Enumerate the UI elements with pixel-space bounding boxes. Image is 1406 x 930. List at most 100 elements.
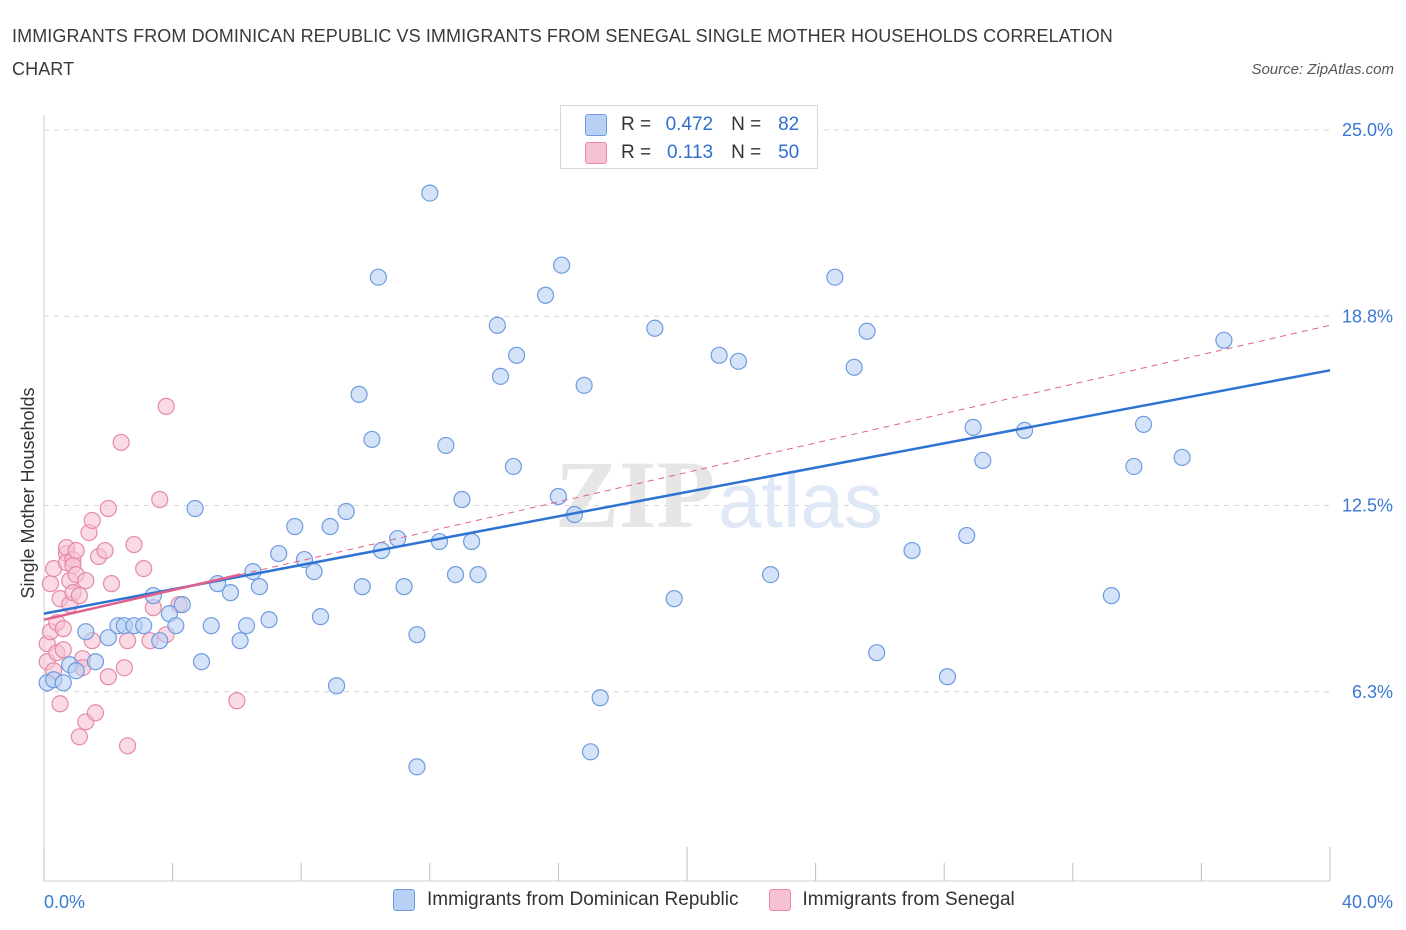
legend-swatch-blue [585,114,607,136]
dominican-point [421,184,439,202]
dominican-point [491,367,510,385]
dominican-point [337,502,355,521]
senegal-point [70,587,88,605]
y-tick-label: 25.0% [1342,120,1393,140]
dominican-point [1102,587,1120,605]
dominican-point [270,544,288,563]
senegal-point [96,541,114,560]
series-legend: Immigrants from Dominican Republic Immig… [393,889,1045,911]
senegal-point [125,535,143,554]
x-tick-label: 40.0% [1342,892,1393,912]
senegal-point [86,704,105,722]
senegal-point [118,632,137,650]
dominican-point [665,590,683,608]
legend-item-senegal: Immigrants from Senegal [768,889,1015,911]
dominican-trend-line [43,369,1331,615]
legend-swatch-pink [768,889,791,911]
y-tick-label: 18.8% [1342,306,1393,326]
senegal-point [83,511,101,530]
dominican-point [504,457,522,476]
legend-swatch-blue [393,889,415,911]
watermark-atlas: atlas [718,456,883,544]
dominican-point [250,578,269,596]
senegal-point [77,572,95,590]
senegal-point [99,668,117,686]
dominican-point [327,677,346,695]
dominican-point [369,268,387,286]
legend-row-senegal: R = 0.113 N = 50 [585,142,799,164]
senegal-point [70,728,88,746]
dominican-point [469,565,487,584]
dominican-point [446,565,465,584]
legend-n-label: N = [731,142,762,163]
dominican-point [826,268,844,286]
stats-legend: R = 0.472 N = 82 R = 0.113 N = 50 [560,105,818,169]
legend-r-label: R = [621,142,652,163]
senegal-point [135,559,153,578]
dominican-point [353,578,371,596]
dominican-point [958,526,976,545]
dominican-point [453,490,471,509]
legend-r-label: R = [621,114,652,135]
dominican-point [221,584,240,602]
watermark: ZIP atlas [555,441,883,548]
grid-lines [44,129,1330,693]
dominican-point [1215,331,1233,349]
dominican-point [350,385,368,403]
x-tick-label: 0.0% [44,892,85,912]
legend-item-dominican: Immigrants from Dominican Republic [393,889,739,911]
dominican-point [729,352,748,370]
legend-swatch-pink [585,142,607,164]
chart-title: IMMIGRANTS FROM DOMINICAN REPUBLIC VS IM… [12,26,1113,79]
dominican-point [395,578,413,596]
dominican-point [54,674,72,692]
y-tick-label: 12.5% [1342,496,1393,516]
senegal-point [41,575,60,593]
dominican-point [845,358,863,376]
legend-r-value: 0.472 [665,114,714,135]
dominican-point [286,517,304,536]
dominican-point [77,623,95,641]
dominican-point [1125,457,1143,476]
dominican-point [67,662,85,680]
dominican-point [237,617,256,635]
dominican-point [549,487,568,506]
senegal-point [115,659,133,677]
dominican-point [437,436,455,455]
dominican-point [553,256,571,274]
watermark-zip: ZIP [555,441,715,548]
dominican-point [231,632,249,650]
y-tick-labels: 6.3% 12.5% 18.8% 25.0% [1342,120,1393,702]
legend-r-value: 0.113 [666,142,714,163]
dominican-point [311,608,330,626]
senegal-point [228,692,246,710]
legend-label: Immigrants from Senegal [802,889,1015,910]
dominican-point [408,758,426,776]
legend-row-dominican: R = 0.472 N = 82 [585,114,799,136]
dominican-point [135,617,153,635]
dominican-point [938,668,957,686]
senegal-point [157,397,175,415]
senegal-point [151,490,169,509]
legend-n-value: 50 [778,142,800,163]
senegal-point [67,541,85,560]
dominican-point [1134,415,1153,434]
trend-lines [43,324,1331,621]
dominican-point [575,376,593,394]
dominican-point [173,596,191,614]
dominican-point [321,517,339,536]
y-tick-label: 6.3% [1352,682,1393,702]
senegal-point [112,433,130,452]
legend-label: Immigrants from Dominican Republic [427,889,739,910]
dominican-point [903,541,921,560]
dominican-point [408,626,426,644]
dominican-point [761,565,780,584]
y-axis-label: Single Mother Households [18,387,38,598]
dominican-point [99,629,117,647]
dominican-point [868,644,886,662]
senegal-point [54,620,72,638]
dominican-point [581,743,600,761]
dominican-point [260,611,278,629]
senegal-point [118,737,137,755]
dominican-point [488,316,506,334]
